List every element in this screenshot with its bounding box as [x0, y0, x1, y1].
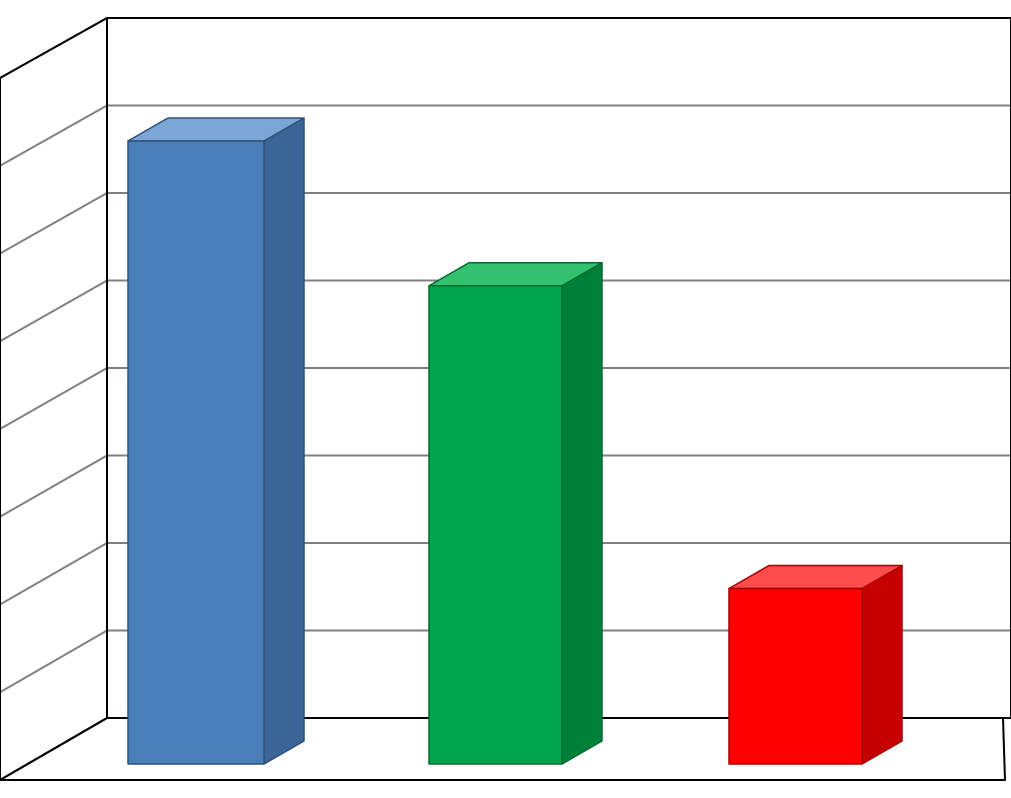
bar-1 [429, 263, 602, 764]
bar-2 [729, 566, 902, 765]
bar-0 [128, 118, 304, 764]
bar-chart-3d [0, 0, 1011, 798]
